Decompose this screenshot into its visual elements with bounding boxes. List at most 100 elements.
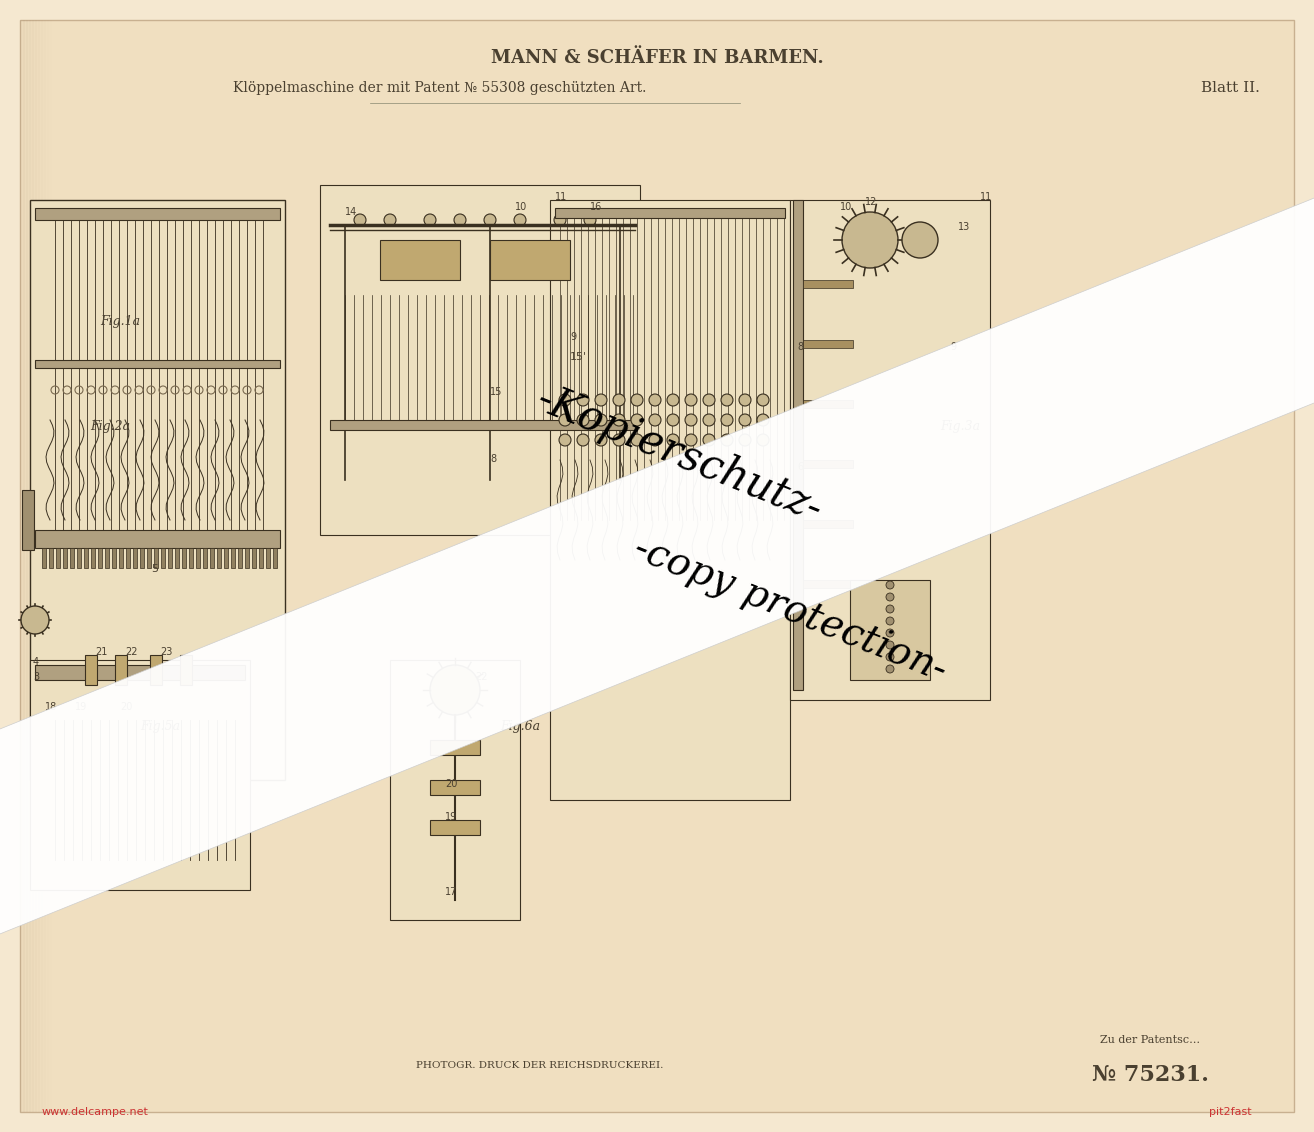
Bar (380, 240, 460, 280)
Circle shape (703, 414, 715, 426)
Bar (141, 548, 145, 568)
Bar (180, 655, 192, 685)
Bar (120, 548, 124, 568)
Text: www.delcampe.net: www.delcampe.net (42, 1107, 148, 1117)
Circle shape (668, 394, 679, 406)
Circle shape (757, 394, 769, 406)
Circle shape (424, 214, 436, 226)
Circle shape (614, 414, 625, 426)
Text: 19: 19 (75, 702, 87, 712)
Bar (35, 530, 280, 548)
Bar (154, 548, 158, 568)
Text: 16: 16 (590, 201, 602, 212)
Bar (24, 20, 28, 1112)
Circle shape (757, 434, 769, 446)
Text: 11: 11 (555, 192, 568, 201)
Bar (803, 400, 853, 408)
Bar (126, 548, 130, 568)
Text: 15': 15' (570, 352, 587, 362)
Bar (803, 460, 853, 468)
Text: MANN & SCHÄFER IN BARMEN.: MANN & SCHÄFER IN BARMEN. (490, 49, 824, 67)
Bar (133, 548, 137, 568)
Bar (390, 660, 520, 920)
Bar (794, 200, 803, 691)
Circle shape (703, 394, 715, 406)
Circle shape (558, 414, 572, 426)
Bar (790, 200, 989, 700)
Bar (189, 548, 193, 568)
Polygon shape (0, 186, 1314, 946)
Circle shape (649, 414, 661, 426)
Circle shape (685, 394, 696, 406)
Circle shape (649, 434, 661, 446)
Text: 19: 19 (445, 812, 457, 822)
Bar (78, 548, 81, 568)
Bar (803, 280, 853, 288)
Bar (555, 208, 784, 218)
Text: 17: 17 (445, 887, 457, 897)
Text: 8: 8 (798, 342, 803, 352)
Bar (35, 360, 280, 368)
Bar (42, 548, 46, 568)
Bar (112, 548, 116, 568)
Circle shape (583, 214, 597, 226)
Bar (217, 548, 221, 568)
Text: 22: 22 (125, 648, 138, 657)
Bar (430, 780, 480, 795)
Circle shape (631, 394, 643, 406)
Circle shape (353, 214, 367, 226)
Bar (35, 208, 280, 220)
Circle shape (649, 394, 661, 406)
Circle shape (558, 434, 572, 446)
Bar (47, 20, 53, 1112)
Text: Klöppelmaschine der mit Patent № 55308 geschützten Art.: Klöppelmaschine der mit Patent № 55308 g… (234, 82, 646, 95)
Bar (183, 548, 187, 568)
Circle shape (721, 434, 733, 446)
Bar (202, 548, 208, 568)
Circle shape (614, 434, 625, 446)
Bar (490, 240, 570, 280)
Bar (265, 548, 269, 568)
Bar (57, 548, 60, 568)
Circle shape (558, 394, 572, 406)
Circle shape (738, 414, 752, 426)
Circle shape (595, 434, 607, 446)
Text: 11: 11 (980, 192, 992, 201)
Circle shape (685, 414, 696, 426)
Bar (162, 548, 166, 568)
Text: Fig.3a: Fig.3a (940, 420, 980, 434)
Circle shape (886, 629, 894, 637)
Circle shape (668, 434, 679, 446)
Circle shape (886, 593, 894, 601)
Circle shape (886, 604, 894, 614)
Bar (49, 548, 53, 568)
Text: Fig.5a: Fig.5a (139, 720, 180, 734)
Text: 10: 10 (840, 201, 853, 212)
Circle shape (514, 214, 526, 226)
Text: 4: 4 (33, 657, 39, 667)
Circle shape (595, 394, 607, 406)
Text: 12: 12 (865, 197, 878, 207)
Bar (35, 20, 39, 1112)
Bar (150, 655, 162, 685)
Bar (99, 548, 102, 568)
Circle shape (484, 214, 495, 226)
Text: 18: 18 (45, 702, 58, 712)
Bar (321, 185, 640, 535)
Text: 20: 20 (445, 779, 457, 789)
Text: Fig.1a: Fig.1a (100, 315, 141, 328)
Circle shape (577, 414, 589, 426)
Circle shape (577, 394, 589, 406)
Bar (29, 20, 34, 1112)
Bar (22, 490, 34, 550)
Bar (41, 20, 46, 1112)
Bar (330, 420, 635, 430)
Text: pit2fast: pit2fast (1209, 1107, 1251, 1117)
Bar (223, 548, 229, 568)
Text: 22: 22 (474, 672, 487, 681)
Text: 23: 23 (160, 648, 172, 657)
Bar (252, 548, 256, 568)
Text: 15: 15 (490, 387, 502, 397)
Bar (551, 200, 790, 800)
Circle shape (886, 653, 894, 661)
